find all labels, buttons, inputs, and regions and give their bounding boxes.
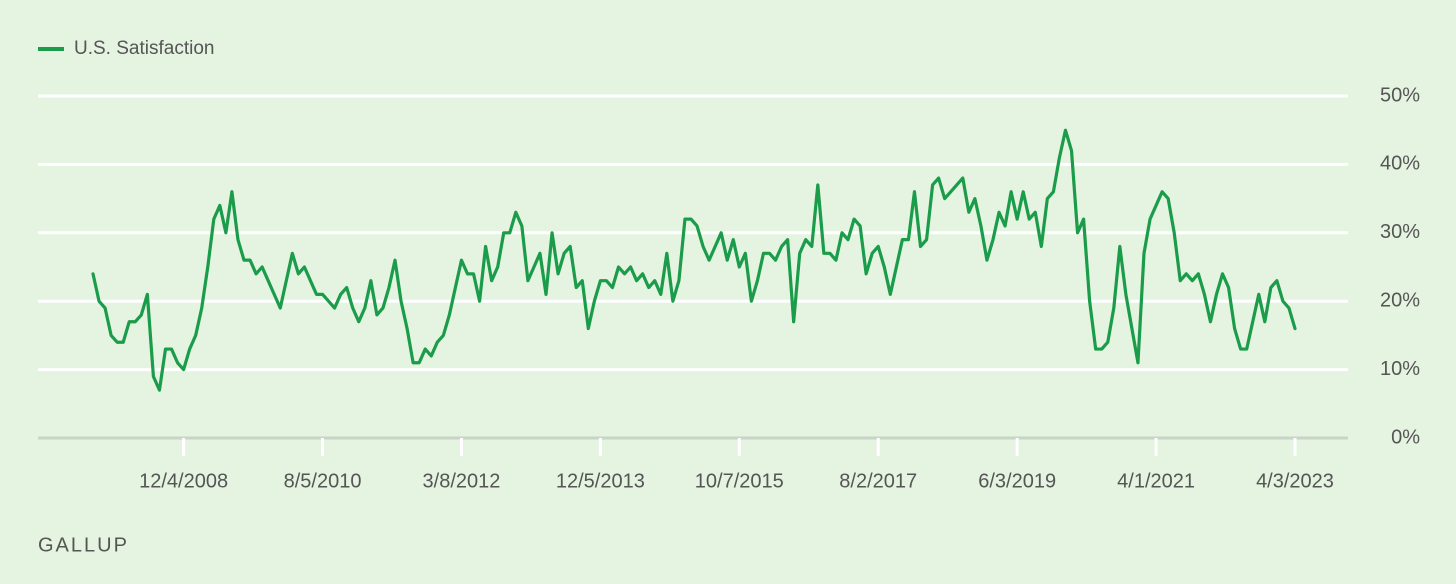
x-tick-label: 6/3/2019 — [978, 470, 1056, 492]
x-tick-label: 8/2/2017 — [839, 470, 917, 492]
x-tick-label: 8/5/2010 — [284, 470, 362, 492]
x-tick-label: 4/3/2023 — [1256, 470, 1334, 492]
x-tick-label: 3/8/2012 — [423, 470, 501, 492]
y-tick-label: 40% — [1380, 153, 1420, 175]
y-tick-label: 20% — [1380, 289, 1420, 311]
source: GALLUP — [38, 534, 129, 556]
x-tick-label: 10/7/2015 — [695, 470, 784, 492]
legend-label: U.S. Satisfaction — [74, 38, 214, 59]
y-tick-label: 30% — [1380, 221, 1420, 243]
x-tick-label: 4/1/2021 — [1117, 470, 1195, 492]
y-tick-label: 50% — [1380, 84, 1420, 106]
x-tick-label: 12/4/2008 — [139, 470, 228, 492]
y-tick-label: 0% — [1391, 426, 1420, 448]
x-tick-label: 12/5/2013 — [556, 470, 645, 492]
y-tick-label: 10% — [1380, 358, 1420, 380]
line-series — [91, 128, 1297, 392]
